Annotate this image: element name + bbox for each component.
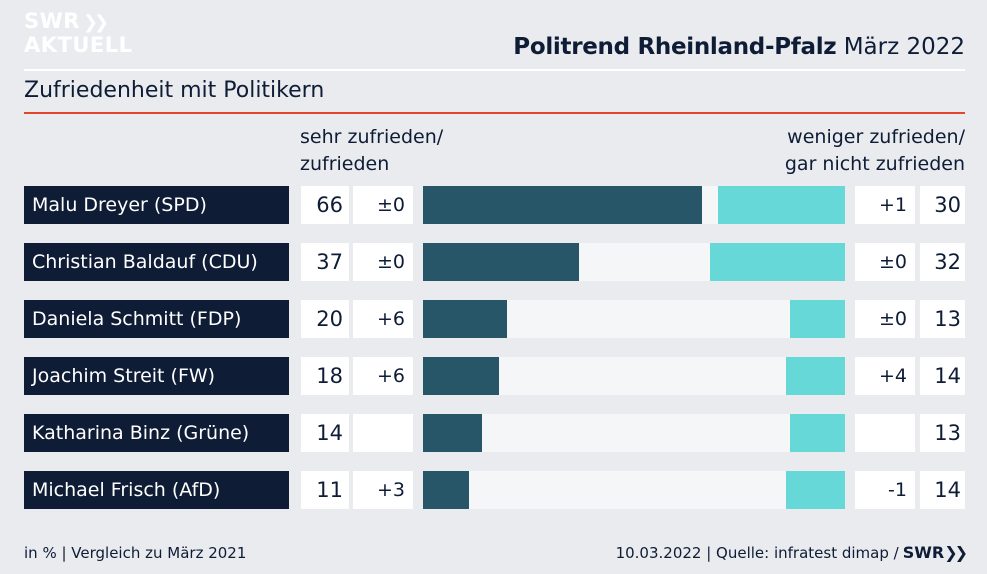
column-header-satisfied: sehr zufrieden/ zufrieden (300, 124, 443, 178)
dissatisfied-bar (790, 414, 845, 452)
satisfied-bar (423, 300, 508, 338)
dissatisfied-change: -1 (855, 471, 915, 509)
politician-name: Katharina Binz (Grüne) (24, 414, 289, 452)
chart-row: Joachim Streit (FW) 18 +6 +4 14 (24, 357, 965, 395)
logo-chevrons-icon: ❯❯ (82, 12, 109, 33)
satisfied-value: 11 (301, 471, 349, 509)
footer-source-text: 10.03.2022 | Quelle: infratest dimap / (615, 544, 899, 562)
politician-name: Daniela Schmitt (FDP) (24, 300, 289, 338)
dissatisfied-bar (709, 243, 845, 281)
accent-divider (24, 112, 965, 114)
dissatisfied-value: 13 (920, 414, 965, 452)
bar-track (423, 186, 845, 224)
satisfied-value: 14 (301, 414, 349, 452)
header-title-date: März 2022 (843, 34, 965, 60)
dissatisfied-value: 32 (920, 243, 965, 281)
logo-line-2: AKTUELL (24, 33, 133, 57)
column-header-dissatisfied: weniger zufrieden/ gar nicht zufrieden (785, 124, 965, 178)
header-title-strong: Politrend Rheinland-Pfalz (513, 34, 837, 60)
column-header-dissatisfied-line1: weniger zufrieden/ (787, 126, 965, 148)
dissatisfied-value: 13 (920, 300, 965, 338)
chart-row: Katharina Binz (Grüne) 14 13 (24, 414, 965, 452)
swr-aktuell-logo: SWR ❯❯ AKTUELL (24, 10, 144, 60)
bar-track (423, 243, 845, 281)
footer-source: 10.03.2022 | Quelle: infratest dimap / SW… (615, 543, 968, 562)
satisfied-change: ±0 (353, 186, 413, 224)
chart-row: Daniela Schmitt (FDP) 20 +6 ±0 13 (24, 300, 965, 338)
dissatisfied-change: +1 (855, 186, 915, 224)
politician-name: Malu Dreyer (SPD) (24, 186, 289, 224)
satisfied-value: 66 (301, 186, 349, 224)
footer-swr-logo: SWR❯❯ (902, 543, 968, 562)
satisfied-change: ±0 (353, 243, 413, 281)
footer-chevrons-icon: ❯❯ (944, 543, 968, 562)
header-divider (24, 69, 965, 71)
satisfied-bar (423, 471, 470, 509)
dissatisfied-value: 14 (920, 471, 965, 509)
chart-subtitle: Zufriedenheit mit Politikern (24, 78, 325, 103)
dissatisfied-bar (790, 300, 845, 338)
dissatisfied-change: +4 (855, 357, 915, 395)
bar-track (423, 357, 845, 395)
bar-track (423, 300, 845, 338)
satisfied-value: 20 (301, 300, 349, 338)
header-title: Politrend Rheinland-Pfalz März 2022 (513, 34, 965, 60)
bar-track (423, 414, 845, 452)
column-header-satisfied-line2: zufrieden (300, 153, 390, 175)
satisfied-change: +6 (353, 300, 413, 338)
chart-row: Malu Dreyer (SPD) 66 ±0 +1 30 (24, 186, 965, 224)
politician-name: Joachim Streit (FW) (24, 357, 289, 395)
dissatisfied-bar (785, 471, 845, 509)
footer-note: in % | Vergleich zu März 2021 (24, 544, 247, 562)
chart-row: Christian Baldauf (CDU) 37 ±0 ±0 32 (24, 243, 965, 281)
dissatisfied-change (855, 414, 915, 452)
satisfied-bar (423, 357, 499, 395)
dissatisfied-change: ±0 (855, 300, 915, 338)
satisfied-bar (423, 186, 702, 224)
politician-name: Christian Baldauf (CDU) (24, 243, 289, 281)
column-header-dissatisfied-line2: gar nicht zufrieden (784, 153, 965, 175)
dissatisfied-bar (785, 357, 845, 395)
satisfied-bar (423, 243, 580, 281)
satisfied-value: 18 (301, 357, 349, 395)
bar-track (423, 471, 845, 509)
politician-name: Michael Frisch (AfD) (24, 471, 289, 509)
dissatisfied-bar (718, 186, 845, 224)
satisfied-change: +6 (353, 357, 413, 395)
dissatisfied-change: ±0 (855, 243, 915, 281)
chart-rows: Malu Dreyer (SPD) 66 ±0 +1 30 Christian Balda… (24, 186, 965, 528)
logo-line-1: SWR (24, 9, 80, 33)
satisfied-bar (423, 414, 483, 452)
satisfied-change (353, 414, 413, 452)
satisfied-change: +3 (353, 471, 413, 509)
footer-swr-logo-text: SWR (902, 543, 945, 562)
satisfied-value: 37 (301, 243, 349, 281)
dissatisfied-value: 30 (920, 186, 965, 224)
column-header-satisfied-line1: sehr zufrieden/ (300, 126, 444, 148)
dissatisfied-value: 14 (920, 357, 965, 395)
chart-row: Michael Frisch (AfD) 11 +3 -1 14 (24, 471, 965, 509)
